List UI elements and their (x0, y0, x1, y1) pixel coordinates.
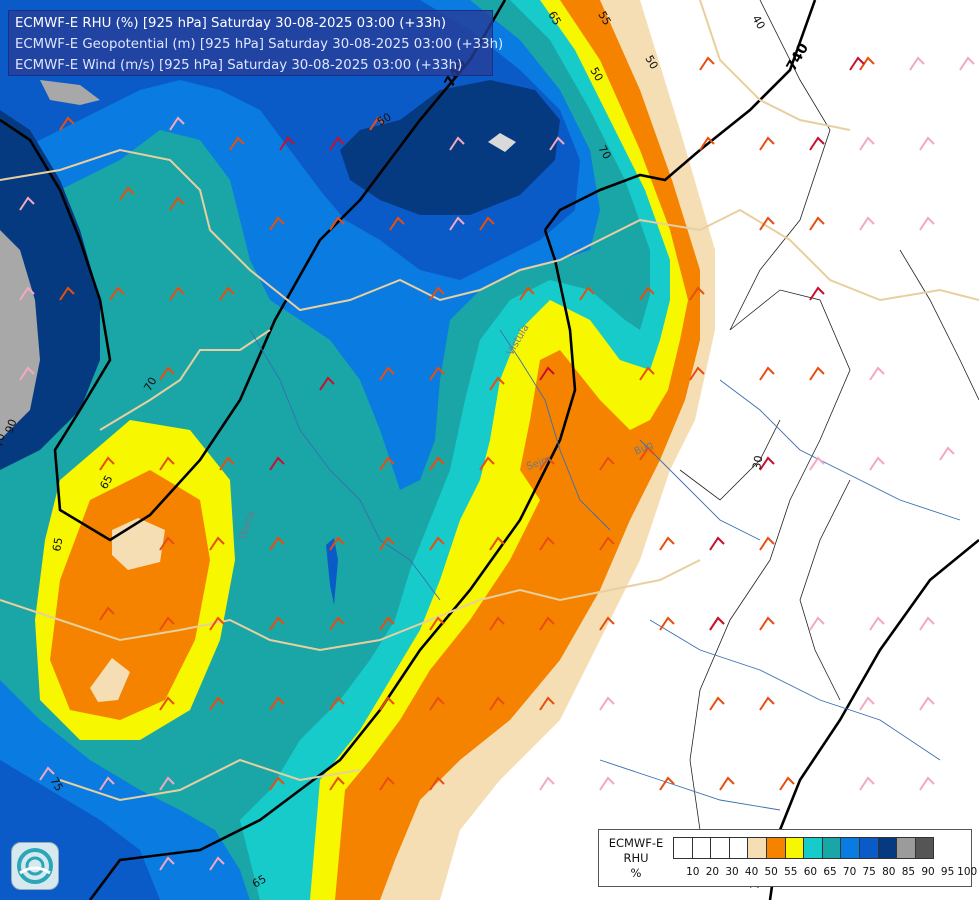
title-rhu: ECMWF-E RHU (%) [925 hPa] Saturday 30-08… (15, 16, 447, 31)
legend-swatch (710, 837, 730, 859)
rhu-label: 90 (3, 417, 20, 435)
rhu-label: 70 (595, 143, 613, 162)
legend-tick-label: 55 (784, 866, 798, 878)
legend-tick-label: 80 (882, 866, 896, 878)
legend-ticks: 10 20 30 40 50 55 60 65 70 75 80 85 90 95 100 (673, 866, 977, 882)
legend-tick-label: 40 (744, 866, 759, 878)
title-geopotential: ECMWF-E Geopotential (m) [925 hPa] Satur… (15, 37, 504, 52)
legend-swatch (673, 837, 693, 859)
legend-tick-label: 65 (823, 866, 837, 878)
rhu-contours-east (679, 0, 979, 831)
rhu-band-95 (488, 133, 516, 152)
rhu-label: 40 (749, 13, 767, 32)
legend-tick-label: 90 (921, 866, 935, 878)
rhu-label: 50 (642, 53, 660, 72)
geopotential-contour-central (88, 229, 577, 900)
legend-tick-label: 50 (764, 866, 778, 878)
legend-tick-label: 20 (705, 866, 720, 878)
legend-swatch (840, 837, 860, 859)
legend-tick-label: 100 (957, 866, 978, 878)
legend-swatch (914, 837, 935, 859)
legend-swatches (673, 837, 935, 859)
legend-label-line: % (630, 866, 642, 880)
rhu-band-90-west (0, 230, 40, 440)
legend-swatch (784, 837, 805, 859)
rhu-band-85 (340, 80, 560, 215)
legend: ECMWF-E RHU % 10 20 30 40 50 55 60 65 70 75 80 85 90… (598, 829, 977, 887)
rhu-label: 50 (587, 65, 605, 84)
country-borders (0, 0, 979, 802)
rhu-label: 65 (97, 473, 115, 492)
legend-swatch (765, 837, 786, 859)
title-wind: ECMWF-E Wind (m/s) [925 hPa] Saturday 30… (15, 58, 463, 73)
legend-label-line: ECMWF-E (608, 836, 664, 850)
legend-label: ECMWF-E RHU % (603, 836, 669, 881)
legend-swatch (803, 837, 823, 859)
contour-labels: 65 55 50 70 50 65 70 65 70 75 65 90 40 3… (0, 9, 768, 891)
legend-tick-label: 60 (803, 866, 818, 878)
legend-swatch (821, 837, 842, 859)
geopotential-contour-north (543, 0, 817, 231)
rhu-label: 65 (545, 9, 563, 28)
rhu-band-90-northwest (40, 80, 100, 105)
legend-label-line: RHU (623, 851, 649, 865)
legend-swatch (858, 837, 879, 859)
provider-logo-icon (11, 842, 59, 890)
rhu-pocket-wheat-b (90, 658, 130, 702)
legend-tick-label: 10 (686, 866, 700, 878)
legend-swatch (896, 837, 916, 859)
rhu-label: 65 (250, 872, 269, 890)
legend-swatch (747, 837, 767, 859)
legend-tick-label: 30 (725, 866, 739, 878)
geopotential-contour-west (0, 0, 507, 542)
wind-barbs (19, 56, 975, 871)
legend-tick-label: 75 (862, 866, 876, 878)
rhu-blue-sliver (326, 538, 338, 605)
legend-tick-label: 85 (901, 866, 916, 878)
rhu-pocket-orange-west (50, 470, 210, 720)
rhu-label: 50 (375, 110, 394, 128)
rhu-label: 55 (595, 9, 613, 28)
legend-swatch (691, 837, 712, 859)
legend-swatch (728, 837, 749, 859)
rhu-label: 30 (750, 454, 765, 470)
rhu-label: 70 (141, 375, 159, 394)
map-title-box: ECMWF-E RHU (%) [925 hPa] Saturday 30-08… (8, 10, 504, 76)
legend-tick-label: 70 (842, 866, 857, 878)
legend-tick-label: 95 (940, 866, 955, 878)
rhu-label: 75 (47, 775, 65, 794)
rhu-label: 70 (0, 432, 7, 448)
rhu-label: 65 (50, 536, 65, 552)
legend-swatch (877, 837, 898, 859)
